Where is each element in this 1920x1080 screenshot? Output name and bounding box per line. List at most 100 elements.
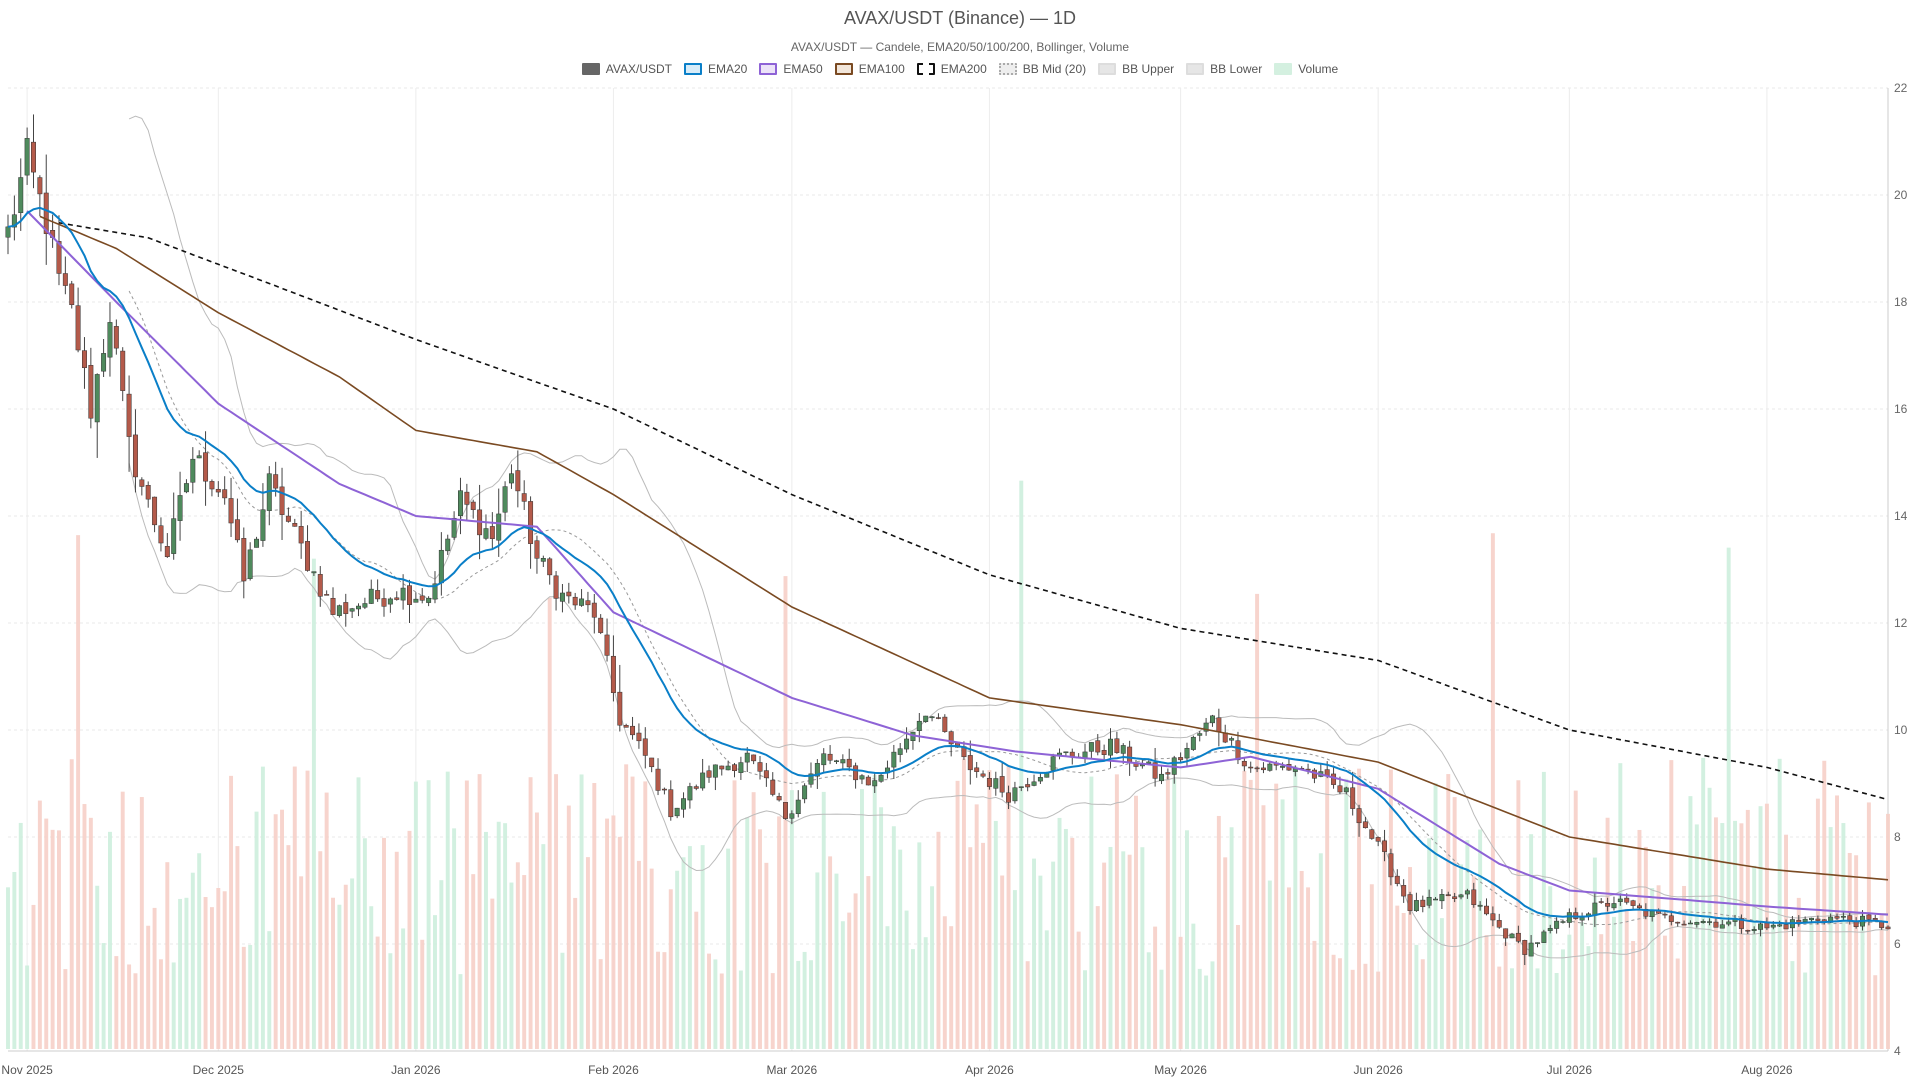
volume-bar [114, 956, 119, 1049]
volume-bar [273, 814, 278, 1049]
volume-bar [917, 842, 922, 1049]
volume-bar [165, 862, 170, 1049]
volume-bar [1210, 961, 1215, 1049]
candle-body [1101, 750, 1107, 755]
candle-body [209, 481, 215, 490]
volume-bar [1248, 779, 1253, 1049]
legend-item-avax-usdt[interactable]: AVAX/USDT [581, 62, 672, 76]
volume-bar [222, 891, 227, 1049]
volume-bar [1414, 944, 1419, 1049]
volume-bar [719, 973, 724, 1049]
volume-bar [1255, 593, 1260, 1049]
volume-bar [534, 812, 539, 1049]
volume-bar [515, 862, 520, 1049]
candle-body [1006, 792, 1012, 803]
candle-body [1210, 715, 1215, 724]
volume-bar [1771, 923, 1776, 1049]
volume-bar [1592, 857, 1597, 1049]
candle-body [508, 473, 514, 484]
volume-bar [872, 775, 877, 1049]
volume-bar [1624, 908, 1629, 1049]
candle-body [1012, 787, 1018, 802]
candle-body [222, 489, 228, 499]
volume-bar [369, 906, 374, 1049]
volume-bar [1216, 815, 1221, 1049]
volume-bar [840, 921, 845, 1049]
legend-item-ema20[interactable]: EMA20 [684, 62, 747, 76]
candle-body [916, 720, 922, 731]
legend-item-bb-mid-20[interactable]: BB Mid (20) [998, 62, 1086, 76]
volume-bar [649, 868, 654, 1049]
candle-body [1114, 738, 1120, 753]
candle-body [183, 483, 189, 493]
candle-body [305, 541, 310, 571]
volume-bar [547, 597, 552, 1049]
candle-body [24, 138, 30, 176]
legend-item-bb-lower[interactable]: BB Lower [1186, 62, 1262, 76]
volume-bar [1012, 890, 1017, 1049]
legend-item-bb-upper[interactable]: BB Upper [1098, 62, 1174, 76]
candle-body [1407, 894, 1413, 911]
candle-body [5, 226, 11, 238]
candle-body [330, 597, 336, 615]
volume-bar [566, 805, 571, 1049]
candle-body [489, 526, 495, 539]
volume-bar [751, 792, 756, 1049]
candle-body [368, 588, 374, 604]
candle-body [559, 592, 565, 602]
volume-bar [209, 907, 214, 1049]
volume-bar [955, 780, 960, 1049]
volume-bar [1038, 875, 1043, 1049]
volume-bar [88, 817, 93, 1049]
volume-bar [828, 856, 833, 1049]
candle-body [1707, 921, 1713, 923]
volume-bar [1395, 905, 1400, 1049]
volume-bar [1427, 838, 1432, 1049]
candle-body [311, 571, 317, 574]
legend-item-volume[interactable]: Volume [1274, 62, 1338, 76]
volume-bar [401, 928, 406, 1049]
candle-body [1452, 896, 1458, 899]
candle-body [610, 655, 616, 693]
volume-bar [1854, 855, 1859, 1049]
x-tick-label: Jan 2026 [391, 1063, 441, 1077]
x-tick-label: Dec 2025 [193, 1063, 245, 1077]
volume-bar [636, 860, 641, 1049]
candle-body [993, 778, 999, 789]
volume-bar [777, 816, 782, 1049]
legend-item-ema100[interactable]: EMA100 [834, 62, 905, 76]
legend-item-ema200[interactable]: EMA200 [916, 62, 987, 76]
candle-body [1503, 928, 1509, 939]
candle-body [630, 725, 636, 736]
volume-bar [337, 904, 342, 1049]
candle-body [215, 488, 221, 493]
candle-body [623, 725, 629, 728]
candle-body [438, 549, 444, 584]
candle-body [585, 600, 591, 606]
volume-bar [891, 826, 896, 1049]
volume-bar [31, 904, 36, 1049]
candle-body [1777, 924, 1783, 927]
volume-bar [267, 931, 272, 1049]
volume-bar [503, 823, 508, 1049]
candle-body [598, 617, 604, 633]
volume-bar [1146, 952, 1151, 1049]
candle-body [751, 754, 757, 762]
y-tick-label: 6 [1894, 937, 1901, 951]
volume-bar [184, 897, 189, 1049]
volume-bar [1121, 851, 1126, 1049]
candle-body [1229, 738, 1235, 741]
volume-bar [592, 783, 597, 1049]
volume-bar [942, 916, 947, 1049]
candle-body [132, 434, 138, 478]
volume-bar [1733, 820, 1738, 1049]
legend-item-ema50[interactable]: EMA50 [759, 62, 823, 76]
candle-body [1515, 932, 1521, 942]
x-tick-label: Feb 2026 [588, 1063, 639, 1077]
candle-body [744, 752, 750, 763]
volume-bar [496, 821, 501, 1049]
volume-bar [305, 770, 310, 1049]
candle-body [1745, 929, 1751, 932]
volume-bar [1599, 934, 1604, 1049]
